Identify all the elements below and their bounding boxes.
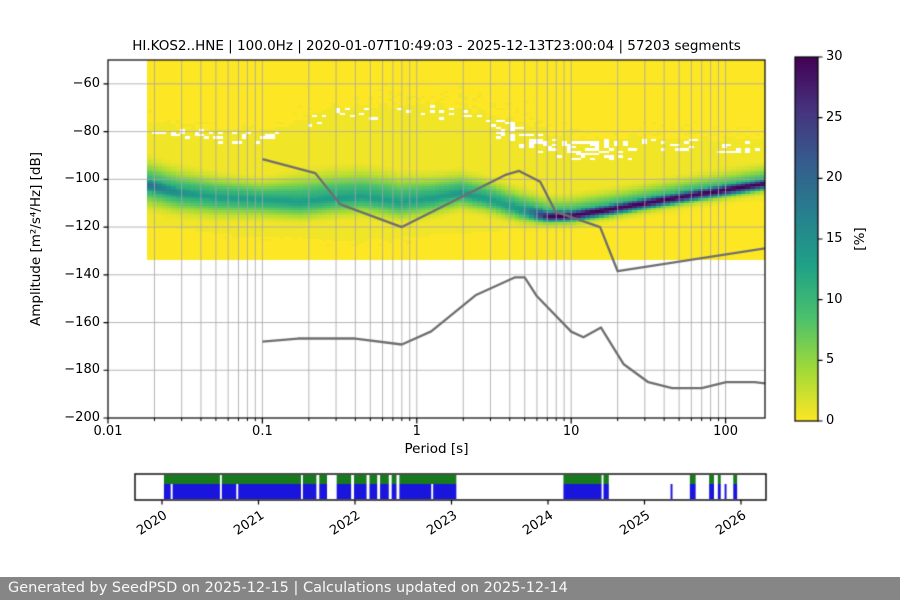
ppsd-heatmap-canvas — [0, 0, 900, 575]
footer-text: Generated by SeedPSD on 2025-12-15 | Cal… — [8, 580, 568, 596]
footer-bar: Generated by SeedPSD on 2025-12-15 | Cal… — [0, 577, 900, 600]
